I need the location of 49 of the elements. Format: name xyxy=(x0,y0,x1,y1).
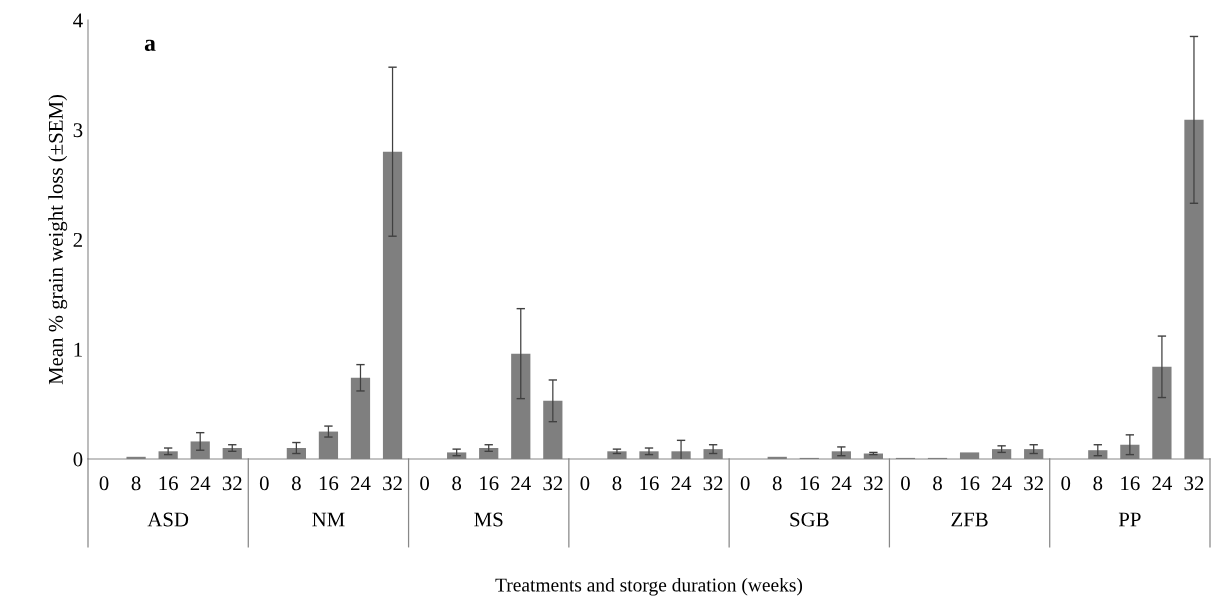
x-tick-label: 16 xyxy=(480,476,499,491)
x-tick-label: 24 xyxy=(350,476,371,491)
x-tick-label: 32 xyxy=(383,476,402,491)
x-tick-label: 16 xyxy=(159,476,178,491)
x-tick-label: 32 xyxy=(222,476,242,491)
x-tick-label: 24 xyxy=(511,476,531,491)
y-axis-title: Mean % grain weight loss (±SEM) xyxy=(48,94,68,385)
x-tick-label: 24 xyxy=(190,476,211,491)
x-tick-label: 0 xyxy=(99,476,109,491)
x-tick-label: 16 xyxy=(319,476,339,491)
x-tick-label: 32 xyxy=(1184,476,1204,491)
y-tick-label: 0 xyxy=(73,452,83,467)
text: PP xyxy=(1118,512,1141,527)
x-tick-label: 8 xyxy=(1093,476,1103,491)
x-tick-label: 32 xyxy=(1024,476,1043,491)
y-tick-label: 2 xyxy=(73,232,82,247)
x-tick-label: 8 xyxy=(612,476,622,491)
y-tick-label: 3 xyxy=(73,123,83,138)
x-tick-label: 0 xyxy=(901,476,910,491)
y-tick-label: 1 xyxy=(74,342,82,357)
x-tick-label: 0 xyxy=(259,476,269,491)
x-tick-label: 16 xyxy=(800,476,820,491)
x-tick-label: 0 xyxy=(740,476,750,491)
x-tick-label: 0 xyxy=(420,476,430,491)
text: SGB xyxy=(790,512,829,527)
x-tick-label: 16 xyxy=(1121,476,1140,491)
x-tick-label: 16 xyxy=(960,476,980,491)
x-tick-label: 32 xyxy=(863,476,883,491)
text: a xyxy=(144,39,156,51)
x-tick-label: 16 xyxy=(640,476,659,491)
text: ZFB xyxy=(951,512,988,527)
x-tick-label: 8 xyxy=(933,476,942,491)
x-tick-label: 24 xyxy=(671,476,692,491)
x-tick-label: 8 xyxy=(452,476,462,491)
x-tick-label: 8 xyxy=(131,476,141,491)
x-axis-title: Treatments and storge duration (weeks) xyxy=(495,577,803,596)
x-tick-label: 32 xyxy=(543,476,563,491)
x-tick-label: 24 xyxy=(1152,476,1173,491)
x-tick-label: 8 xyxy=(291,476,301,491)
x-tick-label: 8 xyxy=(772,476,782,491)
x-tick-label: 24 xyxy=(831,476,852,491)
text: NM xyxy=(312,512,345,527)
x-tick-label: 32 xyxy=(703,476,723,491)
y-tick-label: 4 xyxy=(73,13,83,28)
x-tick-label: 24 xyxy=(992,476,1012,491)
x-tick-label: 0 xyxy=(580,476,590,491)
x-tick-label: 0 xyxy=(1061,476,1071,491)
text: MS xyxy=(474,512,503,527)
text: ASD xyxy=(147,512,189,527)
